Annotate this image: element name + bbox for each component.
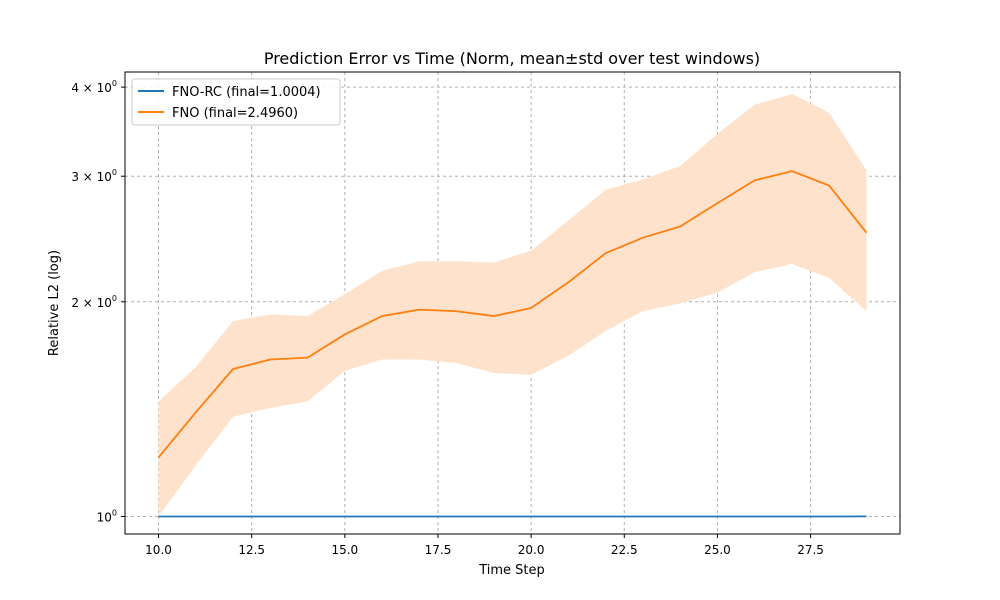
x-axis-label: Time Step	[478, 563, 545, 578]
x-tick-label: 15.0	[331, 543, 358, 557]
error-band-layer	[158, 94, 867, 517]
legend-box	[131, 78, 341, 126]
y-tick-label: 4 × 100	[71, 79, 117, 95]
x-tick-label: 20.0	[518, 543, 545, 557]
legend: FNO-RC (final=1.0004) FNO (final=2.4960)	[131, 78, 341, 126]
y-tick-label: 3 × 100	[71, 168, 117, 184]
error-band-series-1	[158, 94, 867, 517]
x-tick-label: 12.5	[238, 543, 265, 557]
y-axis-label: Relative L2 (log)	[47, 250, 62, 356]
y-axis-ticks: 100 2 × 100 3 × 100 4 × 100	[71, 79, 125, 524]
y-tick-label: 2 × 100	[71, 294, 117, 310]
x-tick-label: 22.5	[611, 543, 638, 557]
x-tick-label: 25.0	[704, 543, 731, 557]
legend-label-fno: FNO (final=2.4960)	[172, 106, 298, 121]
legend-label-fno-rc: FNO-RC (final=1.0004)	[172, 85, 321, 100]
x-tick-label: 10.0	[145, 543, 172, 557]
series-line-layer	[157, 170, 868, 518]
x-axis-ticks: 10.0 12.5 15.0 17.5 20.0 22.5 25.0 27.5	[145, 534, 824, 557]
y-tick-label: 100	[97, 508, 117, 524]
series-line-1	[157, 170, 868, 459]
x-tick-label: 27.5	[797, 543, 824, 557]
chart-title: Prediction Error vs Time (Norm, mean±std…	[264, 49, 760, 68]
x-tick-label: 17.5	[425, 543, 452, 557]
plot-frame	[124, 71, 901, 535]
